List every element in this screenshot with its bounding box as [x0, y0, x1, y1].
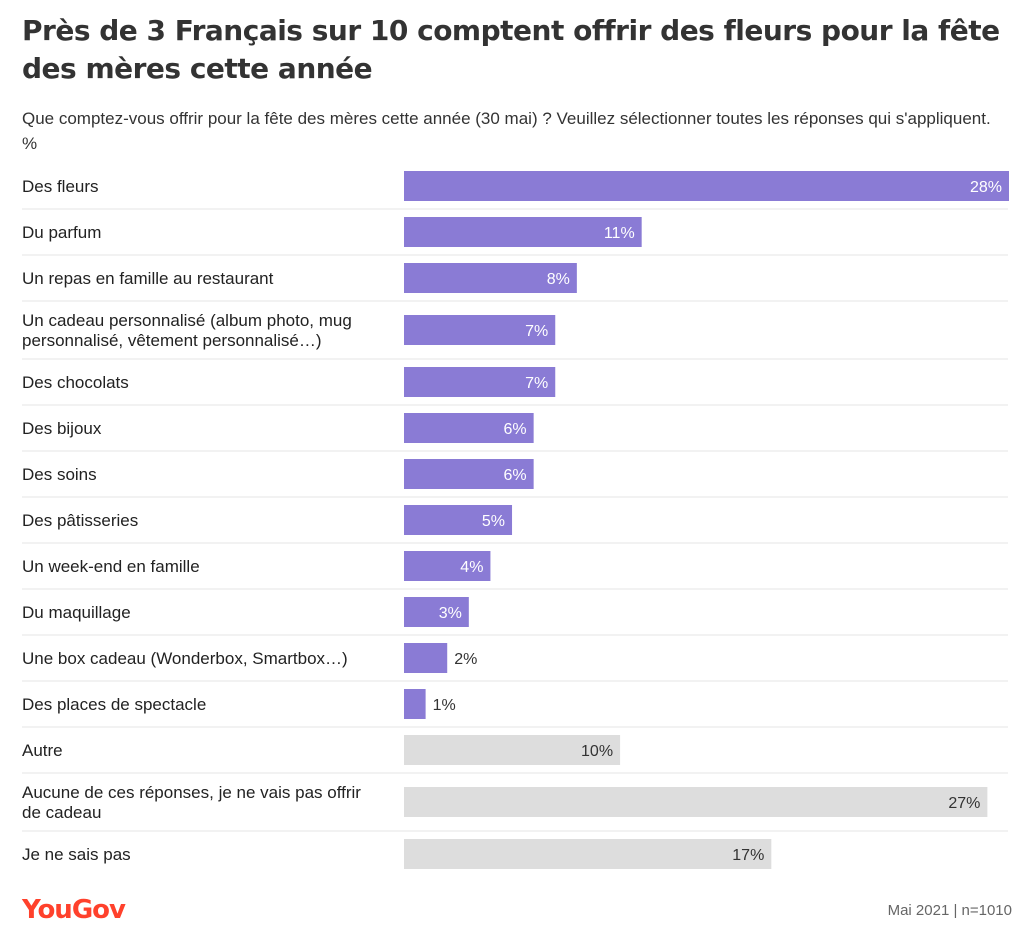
chart-subtitle: Que comptez-vous offrir pour la fête des… [22, 109, 991, 153]
bar [404, 263, 577, 293]
category-label: Je ne sais pas [22, 845, 131, 864]
value-label: 8% [547, 271, 570, 288]
category-label: Un week-end en famille [22, 557, 200, 576]
source-footnote: Mai 2021 | n=1010 [887, 902, 1012, 919]
category-label: Des fleurs [22, 177, 99, 196]
bar [404, 551, 491, 581]
value-label: 7% [525, 323, 548, 340]
bar [404, 413, 534, 443]
value-label: 6% [504, 421, 527, 438]
yougov-logo: YouGov [22, 895, 126, 925]
category-label: Du parfum [22, 223, 101, 242]
bar [404, 787, 988, 817]
bar [404, 689, 426, 719]
bar [404, 735, 621, 765]
bar [404, 597, 469, 627]
value-label: 5% [482, 513, 505, 530]
category-label: Des soins [22, 465, 97, 484]
bar [404, 459, 534, 489]
category-label: Une box cadeau (Wonderbox, Smartbox…) [22, 649, 348, 668]
bar [404, 505, 513, 535]
category-label: Des chocolats [22, 373, 129, 392]
value-label: 27% [948, 795, 980, 812]
bar [404, 171, 1009, 201]
bar [404, 217, 642, 247]
value-label: 10% [581, 743, 613, 760]
category-label: Des places de spectacle [22, 695, 206, 714]
bar-chart: Des fleurs 28% Du parfum 11% Un repas en fam… [22, 171, 1009, 869]
category-label: Un cadeau personnalisé (album photo, mug… [22, 311, 352, 350]
category-label: Des pâtisseries [22, 511, 138, 530]
value-label: 11% [604, 225, 635, 242]
category-label: Un repas en famille au restaurant [22, 269, 274, 288]
bar [404, 643, 448, 673]
bar [404, 839, 772, 869]
value-label: 1% [433, 697, 456, 714]
chart-title: Près de 3 Français sur 10 comptent offri… [22, 14, 1000, 85]
bar [404, 315, 556, 345]
category-label: Des bijoux [22, 419, 102, 438]
bar [404, 367, 556, 397]
value-label: 2% [454, 651, 477, 668]
category-label: Autre [22, 741, 63, 760]
value-label: 17% [732, 847, 764, 864]
value-label: 3% [439, 605, 462, 622]
category-label: Du maquillage [22, 603, 131, 622]
value-label: 28% [970, 179, 1002, 196]
value-label: 7% [525, 375, 548, 392]
value-label: 6% [504, 467, 527, 484]
value-label: 4% [460, 559, 483, 576]
category-label: Aucune de ces réponses, je ne vais pas o… [22, 783, 361, 822]
